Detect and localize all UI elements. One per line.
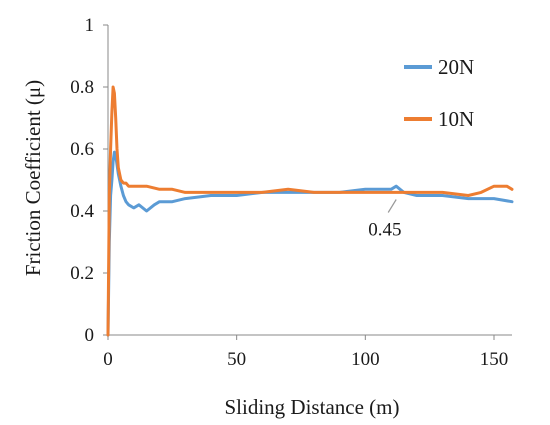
- x-tick-label: 150: [480, 349, 509, 370]
- y-axis-title: Friction Coefficient (μ): [21, 80, 45, 276]
- x-tick-label: 0: [103, 349, 113, 370]
- y-tick-label: 0: [85, 325, 95, 346]
- x-tick-label: 50: [227, 349, 246, 370]
- y-tick-label: 0.4: [70, 201, 94, 222]
- annotation-label: 0.45: [368, 220, 401, 241]
- x-tick-label: 100: [351, 349, 380, 370]
- series-line-10n: [106, 85, 514, 337]
- legend-label-20n: 20N: [438, 55, 474, 79]
- y-tick-label: 0.2: [70, 263, 94, 284]
- y-tick-label: 0.8: [70, 77, 94, 98]
- plot-area: 0 0.2 0.4 0.6 0.8 1 0 50 100 150 20N 10N 0.45: [70, 15, 514, 370]
- series-line-20n: [106, 150, 514, 337]
- legend-label-10n: 10N: [438, 107, 474, 131]
- y-tick-label: 1: [85, 15, 95, 36]
- y-tick-label: 0.6: [70, 139, 94, 160]
- x-axis-title: Sliding Distance (m): [225, 395, 400, 419]
- annotation-leader: [387, 199, 397, 213]
